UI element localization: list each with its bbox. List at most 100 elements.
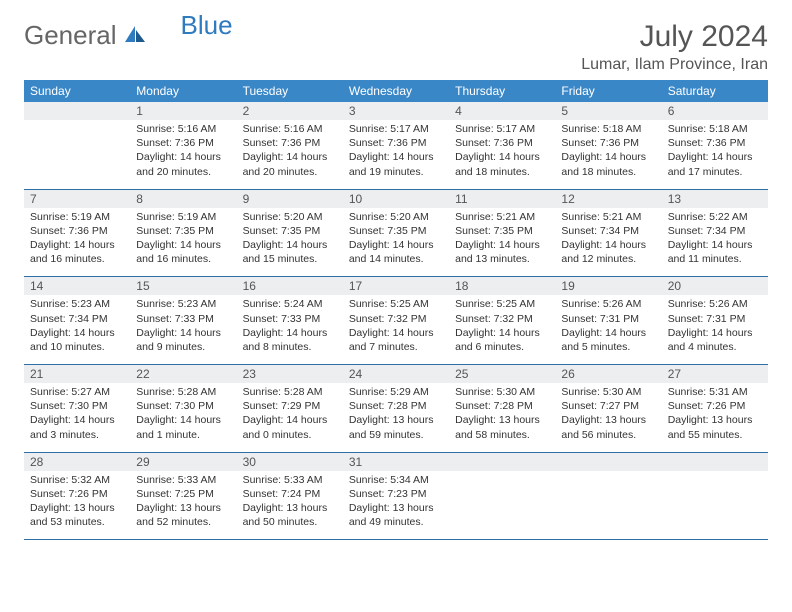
daylight-text: and 3 minutes. — [30, 428, 124, 442]
sunset-text: Sunset: 7:31 PM — [668, 312, 762, 326]
daylight-text: and 52 minutes. — [136, 515, 230, 529]
sunset-text: Sunset: 7:30 PM — [30, 399, 124, 413]
calendar-day-cell: 5Sunrise: 5:18 AMSunset: 7:36 PMDaylight… — [555, 102, 661, 189]
weekday-header: Thursday — [449, 80, 555, 102]
day-details: Sunrise: 5:19 AMSunset: 7:35 PMDaylight:… — [130, 208, 236, 277]
calendar-day-cell: 27Sunrise: 5:31 AMSunset: 7:26 PMDayligh… — [662, 365, 768, 453]
sunset-text: Sunset: 7:36 PM — [243, 136, 337, 150]
sunrise-text: Sunrise: 5:17 AM — [455, 122, 549, 136]
daylight-text: and 53 minutes. — [30, 515, 124, 529]
sunset-text: Sunset: 7:32 PM — [349, 312, 443, 326]
calendar-day-cell: 2Sunrise: 5:16 AMSunset: 7:36 PMDaylight… — [237, 102, 343, 189]
day-number: 17 — [343, 277, 449, 295]
sunrise-text: Sunrise: 5:25 AM — [455, 297, 549, 311]
daylight-text: and 7 minutes. — [349, 340, 443, 354]
day-details: Sunrise: 5:25 AMSunset: 7:32 PMDaylight:… — [449, 295, 555, 364]
day-details: Sunrise: 5:18 AMSunset: 7:36 PMDaylight:… — [662, 120, 768, 189]
daylight-text: and 10 minutes. — [30, 340, 124, 354]
daylight-text: Daylight: 14 hours — [668, 238, 762, 252]
day-number: 15 — [130, 277, 236, 295]
calendar-day-cell: 30Sunrise: 5:33 AMSunset: 7:24 PMDayligh… — [237, 452, 343, 540]
daylight-text: and 50 minutes. — [243, 515, 337, 529]
calendar-day-cell: 29Sunrise: 5:33 AMSunset: 7:25 PMDayligh… — [130, 452, 236, 540]
daylight-text: Daylight: 13 hours — [455, 413, 549, 427]
calendar-day-cell: 14Sunrise: 5:23 AMSunset: 7:34 PMDayligh… — [24, 277, 130, 365]
sunrise-text: Sunrise: 5:20 AM — [349, 210, 443, 224]
day-number: 16 — [237, 277, 343, 295]
daylight-text: Daylight: 13 hours — [349, 413, 443, 427]
day-number: 1 — [130, 102, 236, 120]
weekday-header: Monday — [130, 80, 236, 102]
daylight-text: and 55 minutes. — [668, 428, 762, 442]
calendar-week-row: 28Sunrise: 5:32 AMSunset: 7:26 PMDayligh… — [24, 452, 768, 540]
sunset-text: Sunset: 7:36 PM — [668, 136, 762, 150]
day-details: Sunrise: 5:21 AMSunset: 7:35 PMDaylight:… — [449, 208, 555, 277]
calendar-day-cell: 9Sunrise: 5:20 AMSunset: 7:35 PMDaylight… — [237, 189, 343, 277]
calendar-day-cell: 26Sunrise: 5:30 AMSunset: 7:27 PMDayligh… — [555, 365, 661, 453]
calendar-day-cell: 23Sunrise: 5:28 AMSunset: 7:29 PMDayligh… — [237, 365, 343, 453]
day-number: 30 — [237, 453, 343, 471]
daylight-text: and 17 minutes. — [668, 165, 762, 179]
sunrise-text: Sunrise: 5:18 AM — [561, 122, 655, 136]
daylight-text: Daylight: 13 hours — [30, 501, 124, 515]
day-number: 26 — [555, 365, 661, 383]
daylight-text: and 59 minutes. — [349, 428, 443, 442]
day-number: 31 — [343, 453, 449, 471]
daylight-text: Daylight: 14 hours — [455, 326, 549, 340]
day-details: Sunrise: 5:26 AMSunset: 7:31 PMDaylight:… — [662, 295, 768, 364]
day-number: 13 — [662, 190, 768, 208]
sunset-text: Sunset: 7:35 PM — [243, 224, 337, 238]
calendar-day-cell: 19Sunrise: 5:26 AMSunset: 7:31 PMDayligh… — [555, 277, 661, 365]
day-details: Sunrise: 5:23 AMSunset: 7:34 PMDaylight:… — [24, 295, 130, 364]
daylight-text: Daylight: 14 hours — [243, 326, 337, 340]
day-number: 7 — [24, 190, 130, 208]
calendar-day-cell: 22Sunrise: 5:28 AMSunset: 7:30 PMDayligh… — [130, 365, 236, 453]
sunrise-text: Sunrise: 5:24 AM — [243, 297, 337, 311]
daylight-text: and 9 minutes. — [136, 340, 230, 354]
daylight-text: Daylight: 13 hours — [243, 501, 337, 515]
calendar-day-cell — [662, 452, 768, 540]
calendar-day-cell: 12Sunrise: 5:21 AMSunset: 7:34 PMDayligh… — [555, 189, 661, 277]
day-details: Sunrise: 5:25 AMSunset: 7:32 PMDaylight:… — [343, 295, 449, 364]
daylight-text: and 8 minutes. — [243, 340, 337, 354]
sunset-text: Sunset: 7:36 PM — [136, 136, 230, 150]
title-block: July 2024 Lumar, Ilam Province, Iran — [581, 20, 768, 74]
sunset-text: Sunset: 7:25 PM — [136, 487, 230, 501]
daylight-text: and 4 minutes. — [668, 340, 762, 354]
sunset-text: Sunset: 7:29 PM — [243, 399, 337, 413]
weekday-header: Sunday — [24, 80, 130, 102]
sunset-text: Sunset: 7:31 PM — [561, 312, 655, 326]
sunrise-text: Sunrise: 5:23 AM — [30, 297, 124, 311]
sunrise-text: Sunrise: 5:25 AM — [349, 297, 443, 311]
day-details: Sunrise: 5:19 AMSunset: 7:36 PMDaylight:… — [24, 208, 130, 277]
sunset-text: Sunset: 7:30 PM — [136, 399, 230, 413]
calendar-day-cell: 20Sunrise: 5:26 AMSunset: 7:31 PMDayligh… — [662, 277, 768, 365]
daylight-text: and 20 minutes. — [136, 165, 230, 179]
sunset-text: Sunset: 7:33 PM — [243, 312, 337, 326]
sunset-text: Sunset: 7:28 PM — [455, 399, 549, 413]
day-number: 24 — [343, 365, 449, 383]
daylight-text: and 18 minutes. — [455, 165, 549, 179]
daylight-text: and 11 minutes. — [668, 252, 762, 266]
daylight-text: and 20 minutes. — [243, 165, 337, 179]
daylight-text: Daylight: 14 hours — [561, 238, 655, 252]
sunrise-text: Sunrise: 5:16 AM — [136, 122, 230, 136]
day-number: 19 — [555, 277, 661, 295]
sunrise-text: Sunrise: 5:30 AM — [561, 385, 655, 399]
day-details: Sunrise: 5:21 AMSunset: 7:34 PMDaylight:… — [555, 208, 661, 277]
daylight-text: Daylight: 14 hours — [668, 150, 762, 164]
sunrise-text: Sunrise: 5:23 AM — [136, 297, 230, 311]
daylight-text: Daylight: 13 hours — [136, 501, 230, 515]
day-details: Sunrise: 5:17 AMSunset: 7:36 PMDaylight:… — [449, 120, 555, 189]
weekday-header-row: Sunday Monday Tuesday Wednesday Thursday… — [24, 80, 768, 102]
calendar-day-cell — [555, 452, 661, 540]
sunrise-text: Sunrise: 5:21 AM — [455, 210, 549, 224]
calendar-day-cell: 7Sunrise: 5:19 AMSunset: 7:36 PMDaylight… — [24, 189, 130, 277]
daylight-text: and 14 minutes. — [349, 252, 443, 266]
day-details: Sunrise: 5:32 AMSunset: 7:26 PMDaylight:… — [24, 471, 130, 540]
day-details: Sunrise: 5:29 AMSunset: 7:28 PMDaylight:… — [343, 383, 449, 452]
calendar-day-cell: 28Sunrise: 5:32 AMSunset: 7:26 PMDayligh… — [24, 452, 130, 540]
day-details: Sunrise: 5:23 AMSunset: 7:33 PMDaylight:… — [130, 295, 236, 364]
sunset-text: Sunset: 7:28 PM — [349, 399, 443, 413]
day-number: 18 — [449, 277, 555, 295]
